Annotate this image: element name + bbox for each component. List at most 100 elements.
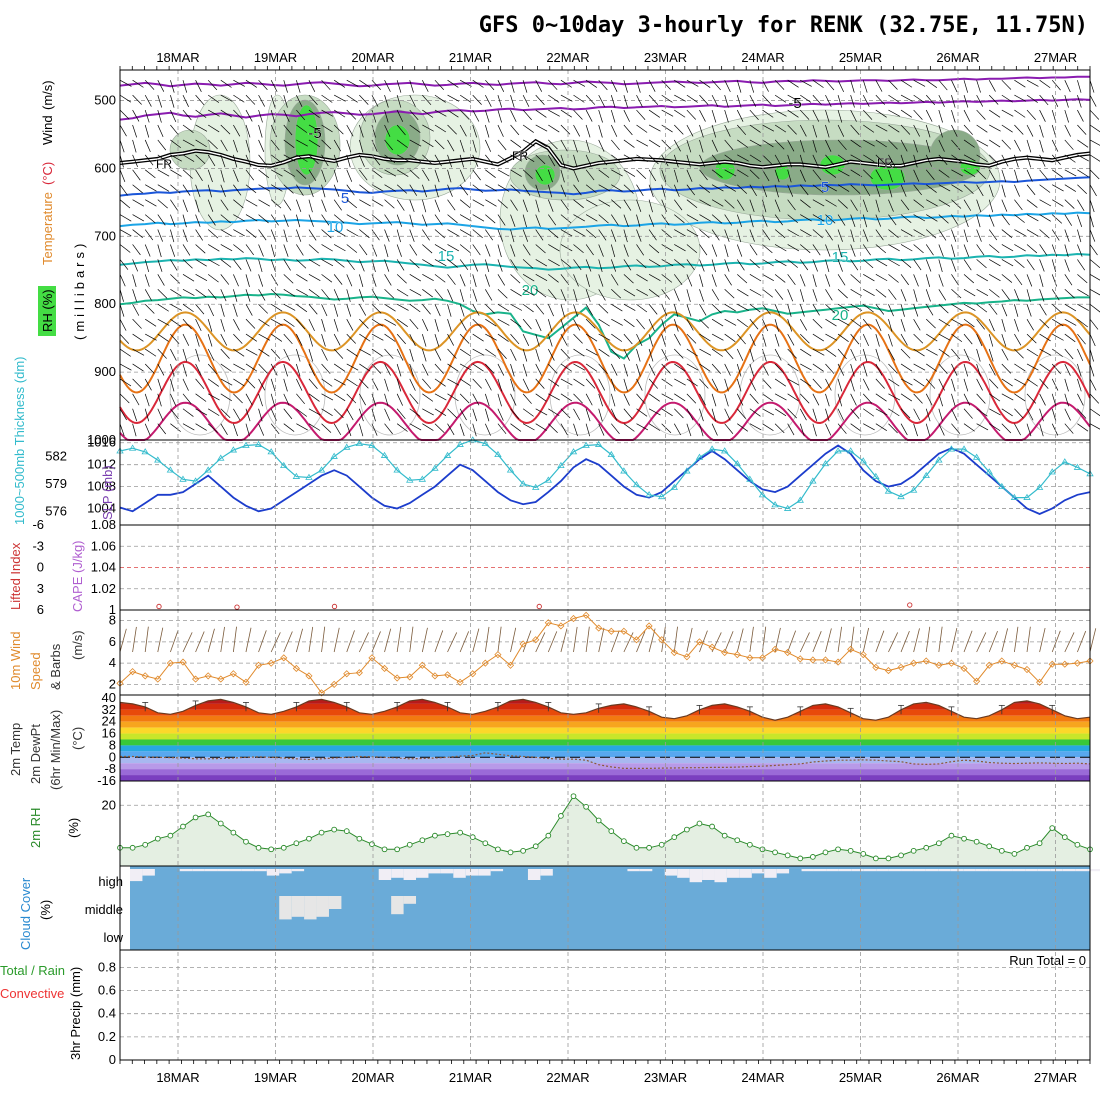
wind-barb — [270, 259, 276, 272]
thickness-marker — [217, 454, 225, 461]
wind-barb — [938, 408, 943, 422]
wind-barb — [535, 423, 547, 431]
wind-barb — [1052, 199, 1064, 207]
wind-barb — [547, 333, 553, 347]
wind-barb — [762, 423, 774, 431]
wind-barb — [686, 289, 691, 302]
wind-barb — [1014, 274, 1023, 286]
high-cloud-cell — [453, 869, 466, 878]
wind-barb — [900, 378, 913, 386]
wind-speed-marker — [998, 657, 1006, 665]
wind-barb — [888, 244, 900, 252]
thickness-marker — [834, 447, 842, 454]
wind-barb — [1051, 79, 1061, 91]
wind-barb — [573, 94, 585, 103]
surface-wind-barb — [699, 630, 708, 653]
rh2m-marker — [192, 814, 199, 821]
wind-barb — [270, 95, 276, 108]
wind-barb — [875, 289, 887, 298]
wind-barb — [598, 94, 605, 107]
thickness-marker — [557, 461, 565, 468]
wind-barb — [1089, 423, 1100, 430]
wind-barb — [182, 94, 189, 107]
wind-barb — [636, 348, 641, 362]
wind-barb — [888, 259, 900, 267]
wind-barb — [1039, 214, 1051, 222]
wind-barb — [976, 348, 981, 362]
wind-barb — [170, 423, 181, 432]
wind-barb — [1089, 393, 1100, 404]
wind-barb — [900, 109, 913, 118]
wind-barb — [207, 408, 220, 416]
wind-barb — [673, 333, 681, 346]
wind-barb — [862, 80, 868, 93]
wind-barb — [1051, 303, 1063, 314]
wind-barb — [1001, 229, 1013, 238]
wind-barb — [384, 393, 389, 407]
wind-speed-marker — [317, 689, 326, 697]
wind-barb — [938, 184, 951, 192]
wind-barb — [346, 79, 359, 87]
wind-barb — [573, 363, 586, 371]
wind-barb — [308, 348, 314, 362]
wind-barb — [409, 139, 422, 147]
wind-barb — [321, 289, 330, 300]
wind-barb — [623, 244, 629, 257]
wind-barb — [396, 184, 408, 194]
wind-barb — [598, 124, 603, 138]
surface-wind-barb — [862, 627, 870, 653]
wind-barb — [245, 378, 256, 389]
wind-barb — [661, 154, 669, 167]
wind-barb — [283, 318, 295, 327]
rh2m-marker — [217, 820, 224, 827]
wind-barb — [484, 408, 490, 422]
wind-barb — [988, 378, 999, 389]
wind-barb — [1014, 229, 1026, 237]
rh2m-marker — [835, 846, 841, 853]
wind-barb — [560, 363, 572, 372]
day-label-top: 27MAR — [1034, 50, 1077, 65]
wind-barb — [321, 169, 327, 183]
thickness-marker — [532, 483, 540, 490]
wind-barb — [1014, 333, 1022, 346]
wind-barb — [762, 169, 770, 182]
wind-barb — [749, 348, 754, 362]
wind-barb — [1077, 154, 1089, 162]
middle-cloud-cell — [279, 896, 292, 920]
wind-barb — [422, 333, 427, 347]
wind-barb — [283, 393, 290, 406]
thickness-marker — [1023, 493, 1031, 500]
wind-barb — [472, 79, 484, 88]
wind-barb — [825, 274, 831, 287]
wind-barb — [182, 139, 195, 147]
wind-barb — [737, 274, 748, 284]
wind-barb — [1077, 124, 1087, 135]
wind-speed-marker — [607, 627, 615, 635]
wind-barb — [787, 139, 795, 152]
surface-wind-barb — [1014, 626, 1019, 653]
wind-barb — [1026, 363, 1039, 371]
wind-barb — [522, 348, 528, 362]
wind-barb — [258, 109, 263, 123]
rh2m-marker — [583, 803, 589, 810]
high-cloud-cell — [838, 869, 852, 872]
wind-barb — [535, 214, 541, 227]
rh2m-marker — [381, 846, 388, 853]
wind-barb — [1052, 348, 1063, 357]
wind-barb — [976, 318, 985, 330]
wind-barb — [270, 214, 279, 226]
wind-barb — [812, 348, 825, 356]
wind-barb — [636, 333, 643, 346]
wind-speed-marker — [380, 664, 389, 673]
wind-barb — [825, 109, 830, 123]
wind-barb — [409, 318, 419, 330]
wind-barb — [535, 378, 545, 389]
wind-barb — [850, 408, 860, 419]
wind-barb — [447, 423, 455, 436]
wind-barb — [585, 229, 597, 239]
wind-barb — [548, 214, 557, 226]
wind-barb — [258, 318, 270, 327]
rh-units-group: (%) — [66, 818, 81, 838]
wind-barb — [648, 304, 658, 315]
